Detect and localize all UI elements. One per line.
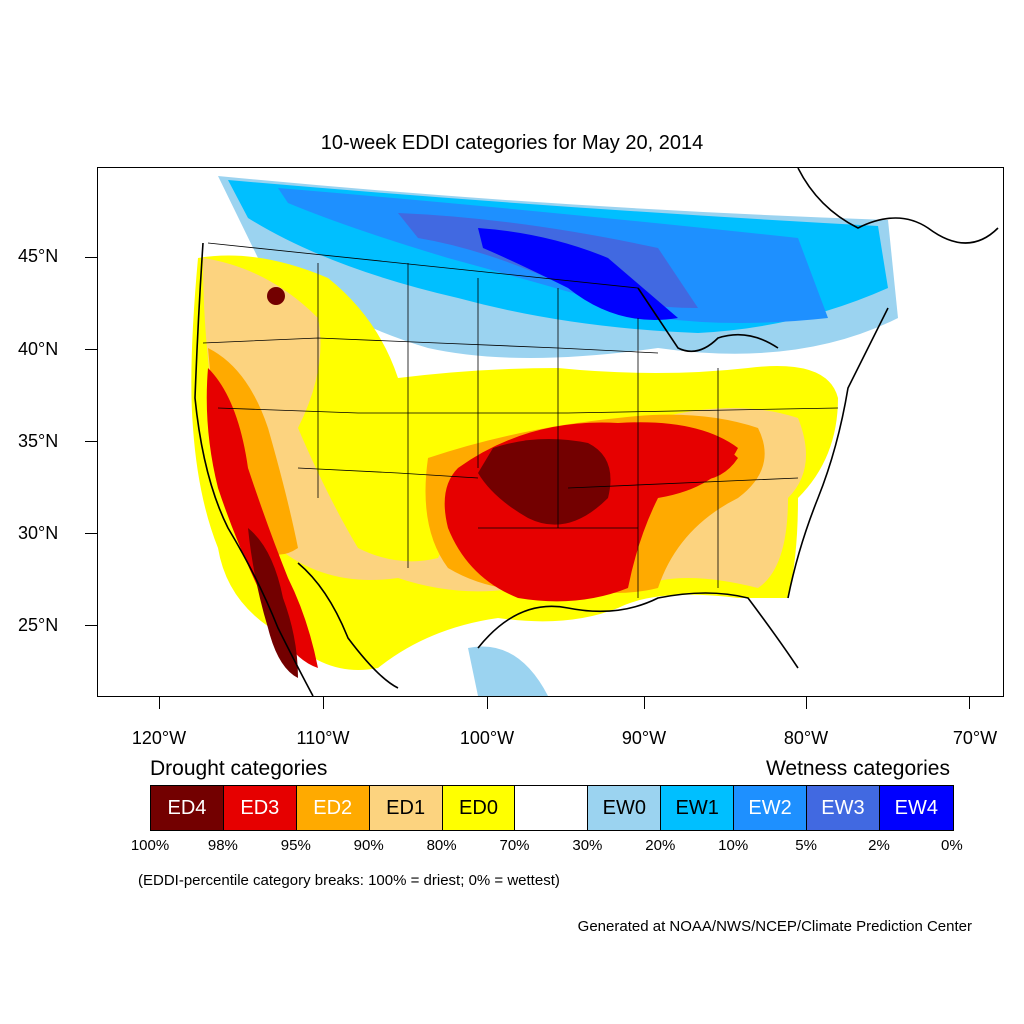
lon-tick (644, 697, 645, 709)
category-note: (EDDI-percentile category breaks: 100% =… (138, 872, 560, 889)
lon-tick (969, 697, 970, 709)
percentile-label: 100% (130, 837, 170, 854)
region-ew4 (478, 228, 678, 320)
drought-categories-heading: Drought categories (150, 757, 328, 780)
percentile-label: 30% (572, 837, 603, 854)
state-boundaries (202, 242, 839, 598)
percentile-label: 70% (499, 837, 530, 854)
legend-cell-ew2: EW2 (734, 786, 808, 830)
eddi-map (97, 167, 1004, 697)
lat-label-40: 40°N (18, 339, 59, 359)
lat-label-45: 45°N (18, 246, 59, 266)
region-ed4 (478, 439, 611, 525)
percentile-label: 20% (645, 837, 676, 854)
lon-tick (806, 697, 807, 709)
percentile-label: 90% (353, 837, 384, 854)
region-ed4-baja (248, 528, 298, 678)
lon-label-100: 100°W (459, 728, 515, 748)
lon-tick (487, 697, 488, 709)
legend-cell-ew1: EW1 (661, 786, 735, 830)
percentile-label: 10% (718, 837, 749, 854)
legend-cell-ed4: ED4 (151, 786, 224, 830)
lat-label-35: 35°N (18, 431, 59, 451)
percentile-label: 5% (795, 837, 817, 854)
legend-cell-ed1: ED1 (369, 786, 443, 830)
category-legend: ED4 ED3 ED2 ED1 ED0 EW0 EW1 EW2 EW3 EW4 (150, 785, 954, 831)
wetness-categories-heading: Wetness categories (765, 757, 950, 780)
percentile-label: 0% (941, 837, 963, 854)
lat-tick (85, 349, 97, 350)
lon-tick (323, 697, 324, 709)
percentile-label: 2% (868, 837, 890, 854)
lat-tick (85, 441, 97, 442)
legend-cell-ew0: EW0 (588, 786, 662, 830)
legend-cell-neutral (515, 786, 589, 830)
percentile-label: 98% (207, 837, 238, 854)
region-ed4-idaho (267, 287, 285, 305)
percentile-label: 80% (426, 837, 457, 854)
lon-tick (159, 697, 160, 709)
lon-label-110: 110°W (296, 728, 350, 748)
credit-line: Generated at NOAA/NWS/NCEP/Climate Predi… (577, 918, 972, 935)
lon-label-120: 120°W (131, 728, 187, 748)
lon-label-90: 90°W (621, 728, 667, 748)
legend-cell-ed2: ED2 (296, 786, 370, 830)
coastlines (194, 168, 999, 696)
legend-cell-ew3: EW3 (807, 786, 880, 830)
legend-cell-ed3: ED3 (223, 786, 297, 830)
map-title: 10-week EDDI categories for May 20, 2014 (320, 132, 704, 154)
legend-cell-ew4: EW4 (879, 786, 953, 830)
legend-cell-ed0: ED0 (442, 786, 516, 830)
lat-tick (85, 257, 97, 258)
region-ew0-south (468, 646, 548, 696)
lon-label-80: 80°W (783, 728, 829, 748)
lat-tick (85, 625, 97, 626)
lat-label-25: 25°N (18, 615, 59, 635)
lat-label-30: 30°N (18, 523, 59, 543)
region-ed2-west (208, 348, 298, 555)
region-ed3-west (206, 368, 318, 668)
lon-label-70: 70°W (952, 728, 998, 748)
map-svg (191, 168, 999, 696)
lat-tick (85, 533, 97, 534)
percentile-label: 95% (280, 837, 311, 854)
